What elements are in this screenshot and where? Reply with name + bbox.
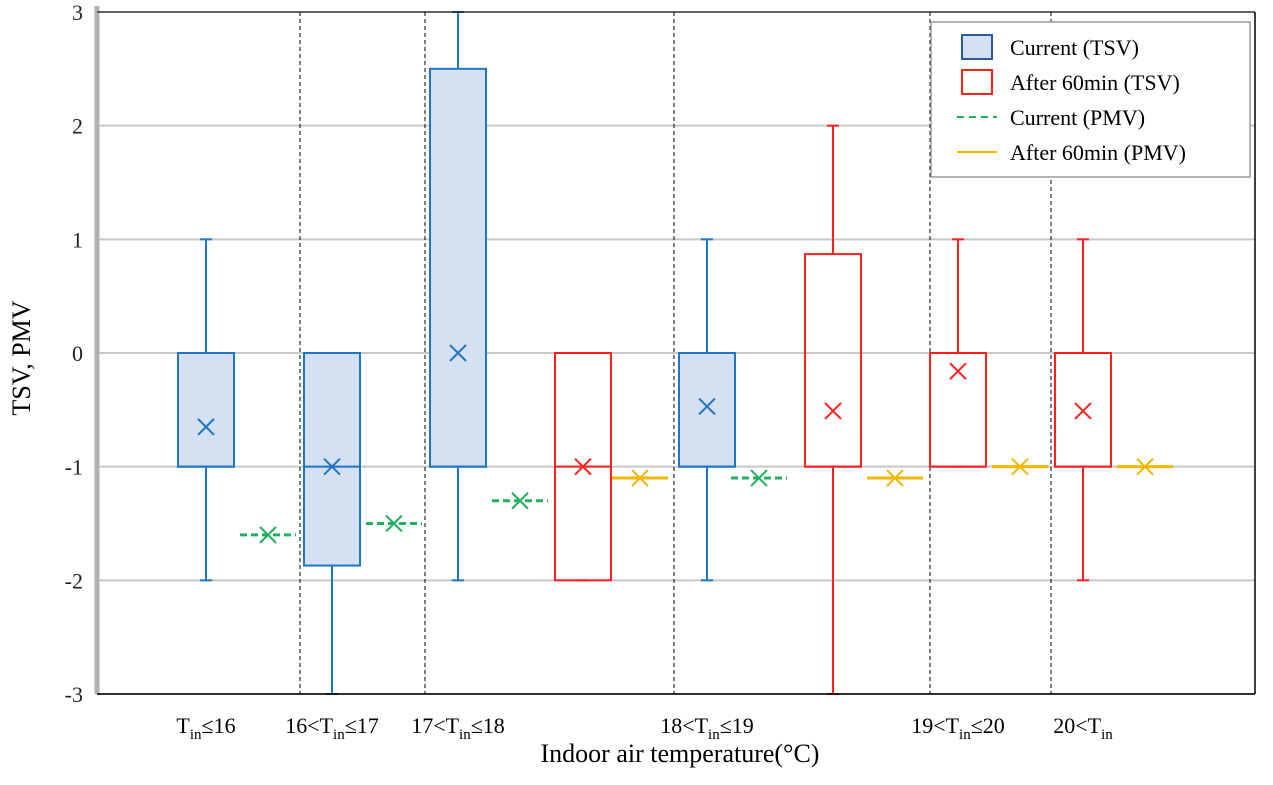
box-iqr <box>429 67 487 468</box>
box-iqr <box>303 352 361 567</box>
y-tick-label: -1 <box>65 455 83 480</box>
box-iqr <box>804 253 862 468</box>
category-label-part: 20<T <box>1053 713 1101 738</box>
pmv-marker <box>1011 457 1029 476</box>
category-label-subscript: in <box>333 727 345 743</box>
pmv-marker <box>886 469 904 487</box>
box-iqr <box>678 352 736 468</box>
legend-label: After 60min (TSV) <box>1010 70 1180 95</box>
legend-label: After 60min (PMV) <box>1010 140 1186 165</box>
x-category-label: 19<Tin≤20 <box>911 713 1005 743</box>
x-axis-title: Indoor air temperature(°C) <box>541 739 820 768</box>
x-category-label: 16<Tin≤17 <box>285 713 379 743</box>
mean-marker <box>323 457 341 476</box>
x-category-labels: Tin≤16 16<Tin≤17 17<Tin≤18 18<Tin≤19 19<Tin≤… <box>176 713 1113 743</box>
pmv-marker <box>385 514 403 533</box>
category-label-part: 17<T <box>411 713 459 738</box>
y-tick-label: -2 <box>65 568 83 593</box>
x-category-label: 18<Tin≤19 <box>660 713 754 743</box>
pmv-marker <box>259 526 277 544</box>
mean-marker <box>197 418 215 436</box>
category-label-part: ≤20 <box>971 713 1005 738</box>
mean-marker <box>574 457 592 476</box>
pmv-marker <box>511 492 529 510</box>
box-iqr <box>177 352 235 468</box>
mean-marker <box>949 362 967 380</box>
category-label-part: 19<T <box>911 713 959 738</box>
mean-marker <box>698 397 716 416</box>
category-label-part: 18<T <box>660 713 708 738</box>
plot-frame <box>94 6 1256 695</box>
pmv-marker <box>1136 457 1154 476</box>
pmv-marker <box>631 469 649 487</box>
x-category-label: 20<Tin <box>1053 713 1113 743</box>
x-category-label: Tin≤16 <box>176 713 235 743</box>
pmv-marker <box>750 469 768 487</box>
category-label-subscript: in <box>708 727 720 743</box>
legend-swatch <box>961 69 993 95</box>
category-label-subscript: in <box>1101 727 1113 743</box>
chart-marks <box>177 11 1173 695</box>
category-label-part: 16<T <box>285 713 333 738</box>
y-tick-label: 3 <box>72 0 83 25</box>
legend-swatch <box>961 34 993 60</box>
mean-marker <box>449 344 467 362</box>
mean-marker <box>824 402 842 420</box>
y-tick-label: 1 <box>72 227 83 252</box>
y-tick-label: -3 <box>65 682 83 707</box>
y-tick-label: 2 <box>72 114 83 139</box>
legend-label: Current (TSV) <box>1010 35 1139 60</box>
category-label-part: ≤19 <box>720 713 754 738</box>
legend: Current (TSV) After 60min (TSV) Current (P… <box>930 21 1251 178</box>
category-label-subscript: in <box>190 727 202 743</box>
y-axis-title: TSV, PMV <box>7 300 36 415</box>
category-label-subscript: in <box>459 727 471 743</box>
category-label-subscript: in <box>959 727 971 743</box>
category-label-part: ≤18 <box>471 713 505 738</box>
category-label-part: ≤17 <box>345 713 379 738</box>
x-category-label: 17<Tin≤18 <box>411 713 505 743</box>
legend-label: Current (PMV) <box>1010 105 1145 130</box>
mean-marker <box>1074 402 1092 420</box>
category-label-part: ≤16 <box>202 713 236 738</box>
y-tick-labels: 3 2 1 0 -1 -2 -3 <box>65 0 83 707</box>
y-tick-label: 0 <box>72 341 83 366</box>
category-label-part: T <box>176 713 190 738</box>
